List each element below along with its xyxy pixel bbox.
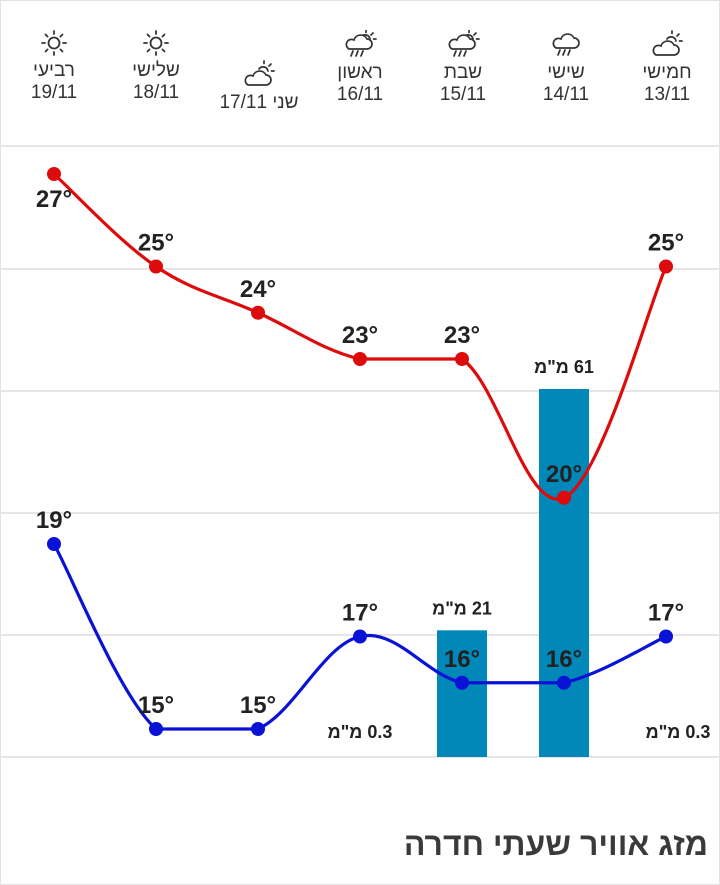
- day-date: 18/11: [132, 82, 180, 103]
- partly-cloudy-icon: [244, 60, 275, 86]
- day-date: 14/11: [542, 84, 590, 105]
- low-temp-label: 19°: [36, 507, 72, 534]
- low-temp-point: [659, 629, 673, 644]
- high-temp-point: [149, 259, 163, 274]
- day-date: 15/11: [439, 84, 487, 105]
- day-column: ראשון 16/11: [310, 30, 410, 106]
- low-temp-label: 17°: [648, 600, 684, 627]
- day-name: ראשון: [337, 62, 383, 83]
- day-column: שני 17/11: [204, 60, 314, 114]
- day-name: שבת: [443, 62, 483, 83]
- day-date: 16/11: [336, 84, 384, 105]
- low-temp-point: [353, 629, 367, 644]
- high-temp-label: 24°: [240, 276, 276, 303]
- high-temp-point: [47, 167, 61, 181]
- day-column: שישי 14/11: [516, 30, 616, 106]
- high-temp-label: 20°: [546, 461, 582, 488]
- high-temp-point: [659, 259, 673, 274]
- low-temp-label: 17°: [342, 600, 378, 627]
- day-column: רביעי 19/11: [4, 30, 104, 104]
- sun-icon: [41, 30, 67, 56]
- day-date: 13/11: [643, 84, 691, 105]
- low-temp-label: 15°: [240, 692, 276, 719]
- precipitation-bar: [437, 630, 487, 757]
- day-column: שבת 15/11: [413, 30, 513, 106]
- sun-icon: [143, 30, 169, 56]
- day-column: חמישי 13/11: [617, 30, 717, 106]
- high-temp-point: [557, 490, 571, 505]
- high-temp-point: [353, 352, 367, 366]
- page-title: מזג אוויר שעתי חדרה: [403, 826, 708, 862]
- high-temp-label: 25°: [648, 230, 684, 257]
- day-date: 17/11: [219, 92, 268, 113]
- low-temp-point: [47, 537, 61, 551]
- low-temp-point: [557, 675, 571, 690]
- high-temp-label: 25°: [138, 230, 174, 257]
- precipitation-bar: [539, 389, 589, 757]
- high-temp-point: [251, 305, 265, 320]
- low-temp-point: [251, 722, 265, 736]
- high-temp-label: 23°: [342, 322, 378, 349]
- day-name: שישי: [547, 62, 585, 83]
- precipitation-label: 0.3 מ"מ: [328, 722, 393, 742]
- day-name: חמישי: [642, 62, 692, 83]
- day-name: שלישי: [132, 60, 180, 81]
- low-temp-label: 16°: [546, 646, 582, 673]
- day-column: שלישי 18/11: [106, 30, 206, 104]
- day-name: רביעי: [33, 60, 75, 81]
- temperature-chart: 27° 25° 24° 23° 23° 20° 25° 19° 15° 15° 17° 16° 16° 1…: [0, 167, 720, 758]
- high-temp-label: 23°: [444, 322, 480, 349]
- low-temp-point: [149, 722, 163, 736]
- precipitation-label: 21 מ"מ: [432, 598, 492, 618]
- day-date: 19/11: [30, 82, 78, 103]
- precipitation-label: 0.3 מ"מ: [646, 722, 711, 742]
- low-temp-label: 15°: [138, 692, 174, 719]
- rain-sun-icon: [448, 30, 480, 57]
- header-divider: [0, 145, 720, 147]
- high-temp-label: 27°: [36, 186, 72, 213]
- high-temp-point: [455, 352, 469, 366]
- precipitation-label: 61 מ"מ: [534, 357, 594, 377]
- rain-sun-icon: [345, 30, 377, 57]
- partly-cloudy-icon: [652, 30, 683, 56]
- low-temp-point: [455, 675, 469, 690]
- day-name: שני: [272, 92, 299, 113]
- forecast-header: רביעי 19/11 שלישי 18/11 שני 17/11: [0, 0, 720, 145]
- rain-icon: [552, 33, 580, 56]
- low-temp-label: 16°: [444, 646, 480, 673]
